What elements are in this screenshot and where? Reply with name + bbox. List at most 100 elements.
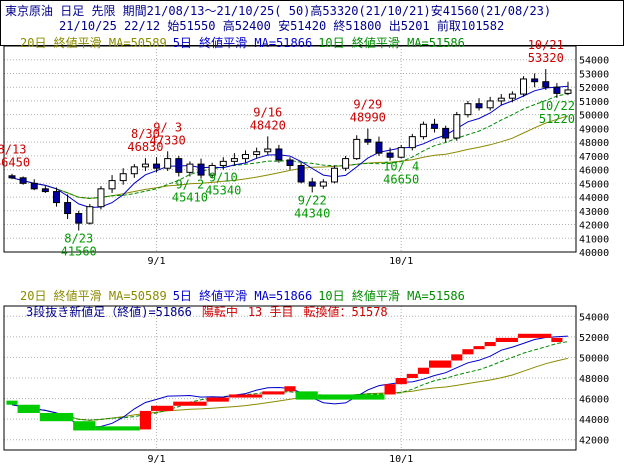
candle [308,177,316,193]
candle-body [230,158,238,162]
bottom-frame [3,305,577,451]
candle-body [330,167,338,183]
three-line-break-panel: 42000 44000 46000 48000 50000 52000 54000 9/1 10… [3,288,609,465]
candle-body [453,114,461,139]
candle-body [197,163,205,176]
top-ytick-53000: 53000 [579,69,609,80]
candle [8,173,16,180]
candle [64,194,72,220]
break-block-up [284,386,296,392]
bottom-info-count: 13 手目 [248,305,294,319]
candle-body [364,138,372,143]
top-ytick-44000: 44000 [579,193,609,204]
top-legend-ma5: 5日 終値平滑 MA=51866 [173,35,312,50]
break-block-up [262,391,285,395]
top-ytick-54000: 54000 [579,56,609,67]
bottom-xtick-9/1: 9/1 [148,454,166,465]
candle [264,136,272,155]
candle-body [542,81,550,88]
break-block-up [228,394,263,398]
header-line-2: 21/10/25 22/12 始51550 高52400 安51420 終518… [59,19,505,33]
bottom-info-prefix: 3段抜き新値足（終値)=51866 [26,304,192,319]
annotation-date: 9/ 3 [153,120,182,134]
annotation-value: 46830 [127,140,163,154]
header-line-1: 東京原油 日足 先限 期間21/08/13～21/10/25( 50)高5332… [5,4,552,18]
bottom-ytick-48000: 48000 [579,374,609,385]
top-ytick-46000: 46000 [579,166,609,177]
annotation-value: 46650 [383,173,419,187]
candle [330,165,338,184]
break-block-up [384,384,396,395]
candle-body [308,181,316,187]
candle [442,125,450,143]
bottom-ytick-46000: 46000 [579,395,609,406]
candle-body [141,163,149,168]
candle-body [408,136,416,149]
candle-body [342,158,350,169]
annotation-date: 10/ 4 [383,160,419,174]
top-ytick-47000: 47000 [579,152,609,163]
top-ma10-line [11,93,569,199]
candle-body [86,206,94,224]
bottom-info-status: 陽転中 [202,304,238,319]
break-block-down [95,426,140,431]
break-block-down [317,394,385,400]
top-ytick-45000: 45000 [579,179,609,190]
break-block-up [473,346,485,350]
break-block-up [139,410,151,430]
bottom-ma10-line [11,341,569,421]
top-xtick-10/1: 10/1 [389,256,413,267]
bottom-ytick-50000: 50000 [579,353,609,364]
candle-body [186,163,194,173]
bottom-xtick-10/1: 10/1 [389,454,413,465]
annotation-date: 8/23 [64,232,93,246]
candle [164,151,172,171]
break-block-up [462,349,474,355]
annotation-date: 8/13 [0,143,26,157]
break-block-up [429,360,452,368]
break-block-up [495,337,518,342]
candle-body [153,163,161,169]
candle-body [119,173,127,182]
top-ytick-43000: 43000 [579,207,609,218]
chart-header: 東京原油 日足 先限 期間21/08/13～21/10/25( 50)高5332… [0,0,624,46]
annotation-value: 48420 [250,118,286,132]
candle [186,161,194,177]
candle-body [419,123,427,138]
break-block-up [395,378,407,385]
candle-body [130,166,138,175]
break-block-up [406,373,418,378]
bottom-ytick-42000: 42000 [579,436,609,447]
annotation-value: 48990 [350,111,386,125]
annotation-value: 51220 [539,112,575,126]
top-legend-ma20: 20日 終値平滑 MA=50589 [20,35,167,50]
candle-body [564,89,572,94]
break-block-up [151,405,174,411]
candle [508,91,516,103]
candle-body [97,188,105,208]
annotation-value: 45410 [172,190,208,204]
candle [153,157,161,173]
break-block-down [295,391,318,400]
candle-body [531,78,539,83]
annotation-date: 10/22 [539,99,575,113]
candle-body [75,213,83,224]
top-frame [3,45,577,253]
candle [553,83,561,98]
bottom-ma20-line [11,357,569,421]
annotation-value: 41560 [61,245,97,259]
candle [431,118,439,133]
candle-body [475,103,483,109]
candle [97,186,105,210]
candle-body [553,86,561,94]
top-ytick-50000: 50000 [579,111,609,122]
top-xtick-9/1: 9/1 [148,256,166,267]
annotation-date: 9/29 [353,98,382,112]
candle-body [208,164,216,176]
candle [520,76,528,97]
annotation-date: 8/30 [131,127,160,141]
annotation-value: 45340 [205,184,241,198]
candle [453,111,461,141]
top-ma5-line [11,85,569,209]
